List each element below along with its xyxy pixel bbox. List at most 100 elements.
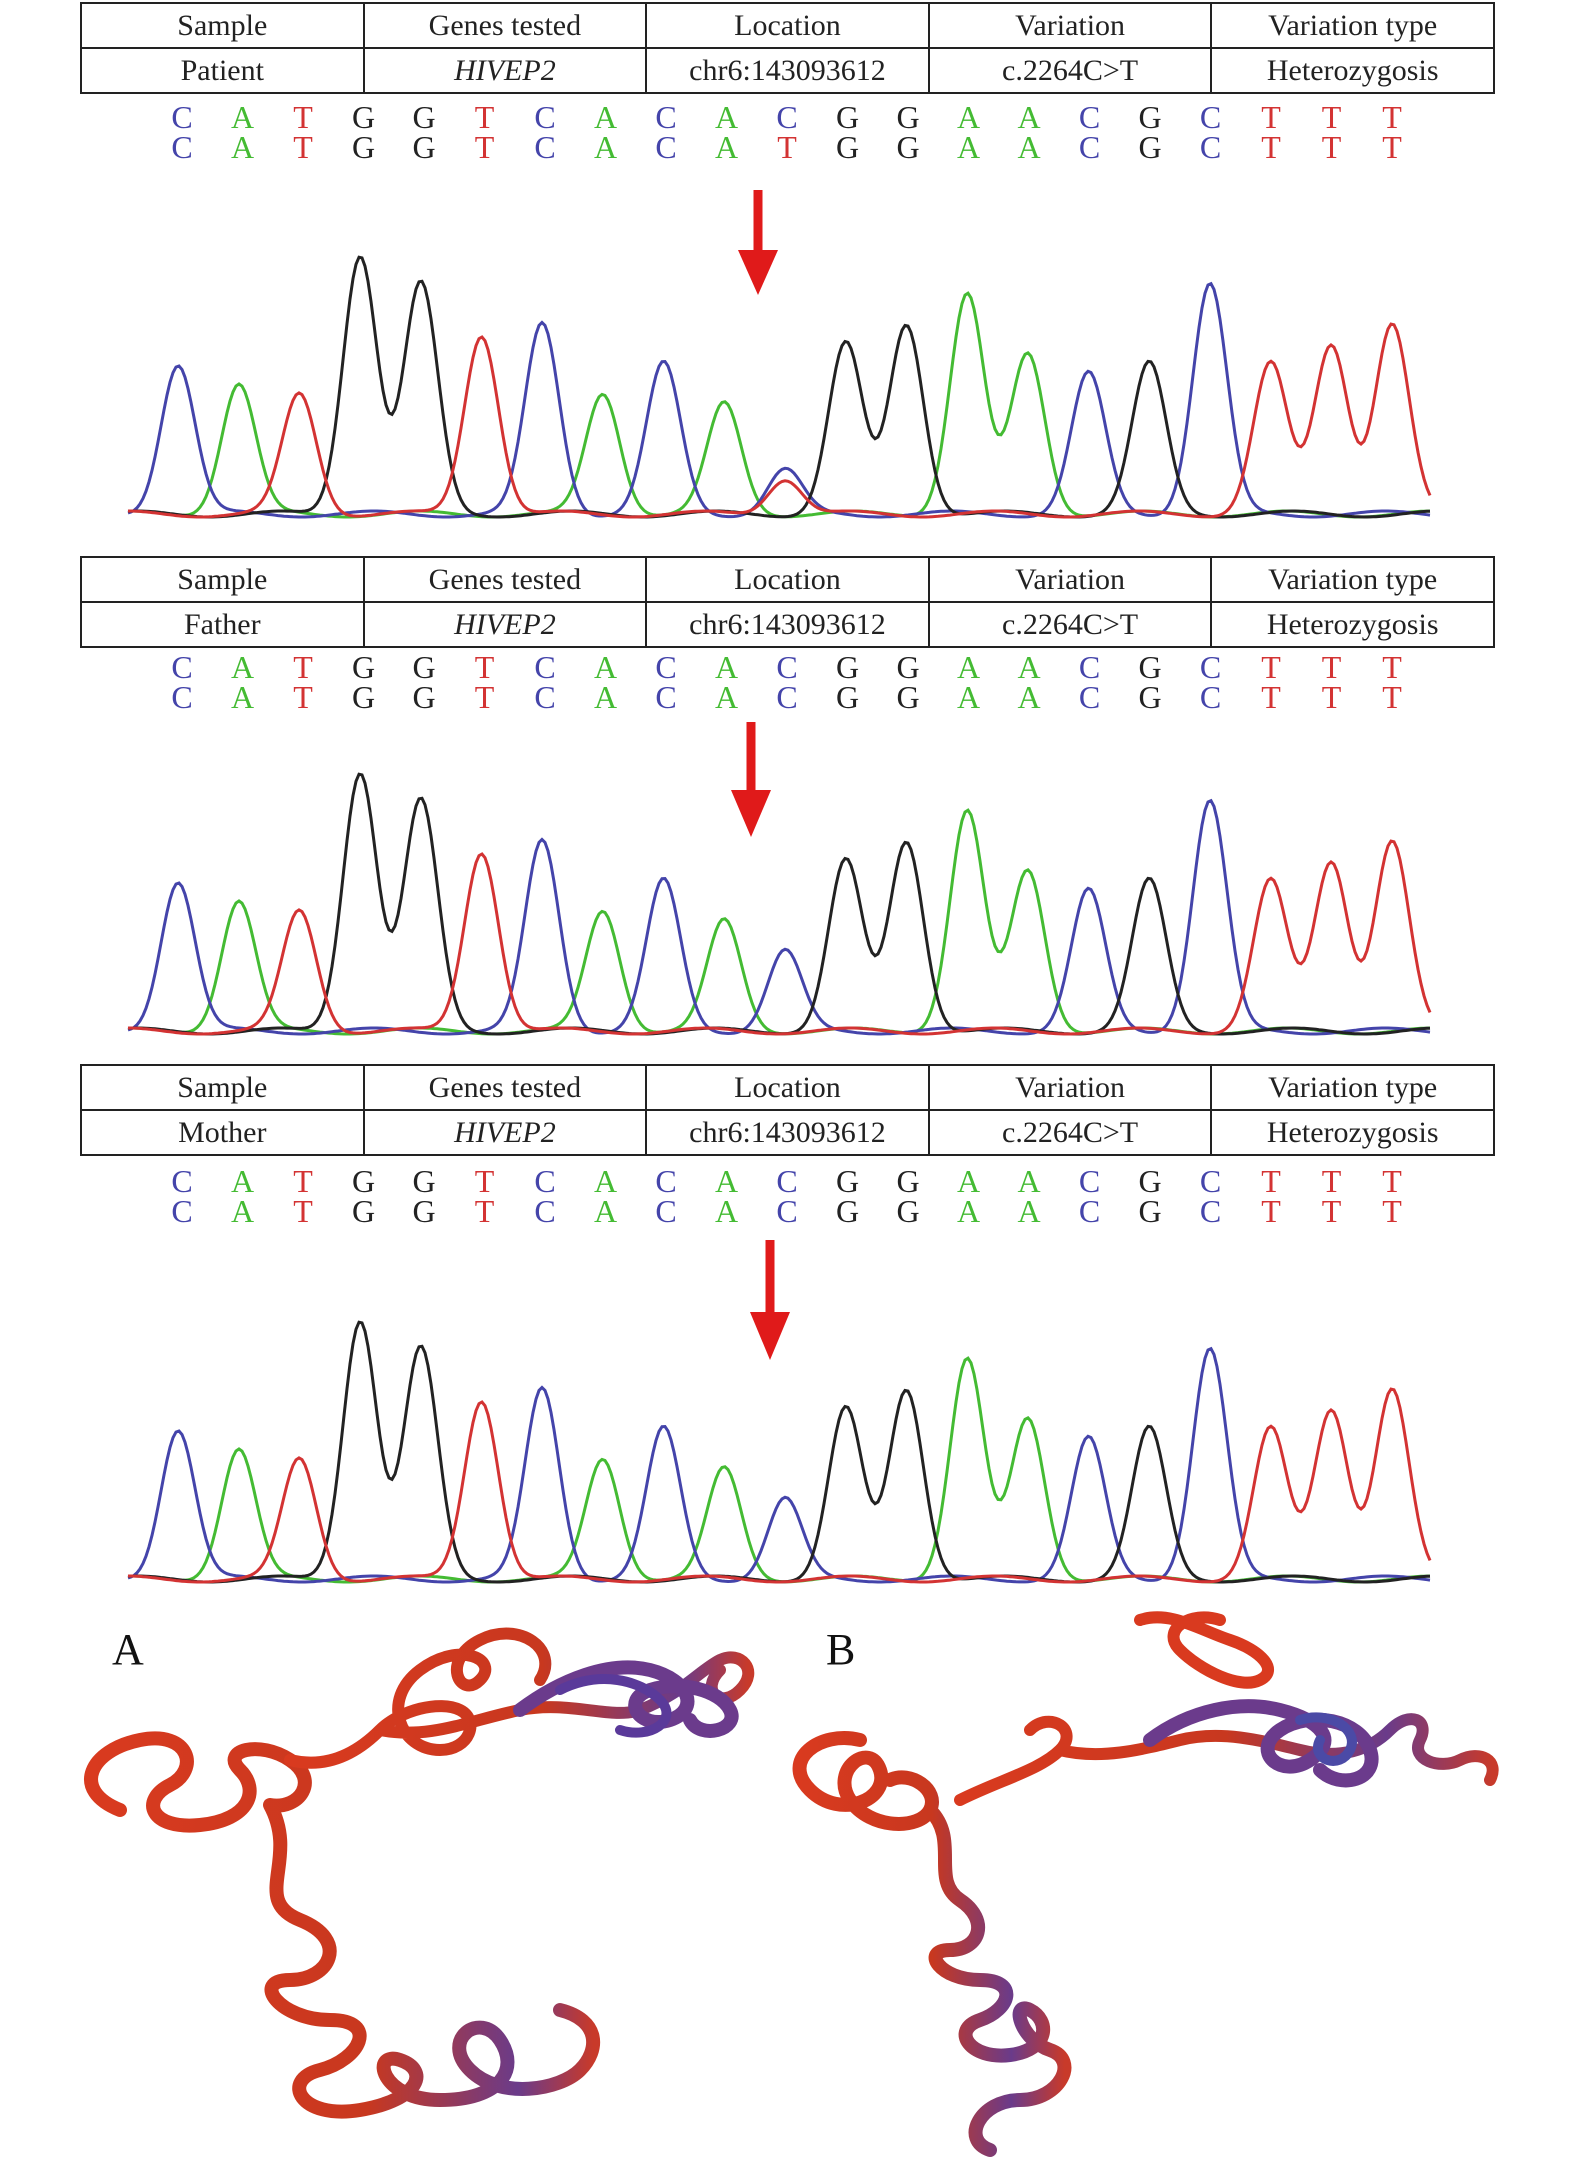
variation-value: c.2264C>T [927,1109,1213,1156]
base-T: T [1322,650,1342,685]
base-T: T [1382,650,1402,685]
base-T: T [1261,679,1281,715]
base-C: C [776,1164,797,1199]
trace-T [128,839,1432,1036]
base-T: T [1382,1164,1402,1199]
base-C: C [776,679,797,715]
base-T: T [1382,100,1402,135]
base-T: T [1382,129,1402,165]
base-C: C [1079,100,1100,135]
header-variation: Variation [927,2,1213,49]
base-T: T [1382,1193,1402,1229]
base-C: C [1200,1193,1221,1229]
base-T: T [1322,679,1342,715]
base-A: A [957,679,980,715]
protein-structures: A B [84,1611,1499,2157]
base-A: A [594,100,617,135]
header-sample: Sample [80,556,365,603]
header-genes-tested: Genes tested [362,2,648,49]
base-G: G [1138,650,1161,685]
base-T: T [293,679,313,715]
base-G: G [352,100,375,135]
base-C: C [655,679,676,715]
base-G: G [896,1164,919,1199]
base-A: A [231,650,254,685]
patient-info-table: Sample Genes tested Location Variation V… [80,2,1495,94]
patient-panel: Sample Genes tested Location Variation V… [0,0,1575,545]
structure-label-b: B [826,1625,855,1674]
base-A: A [715,1193,738,1229]
base-T: T [293,1193,313,1229]
base-A: A [594,1164,617,1199]
base-C: C [171,1193,192,1229]
sample-name: Father [80,601,365,648]
base-A: A [1017,1193,1040,1229]
gene-name: HIVEP2 [362,47,648,94]
base-T: T [475,100,495,135]
base-T: T [1261,1164,1281,1199]
base-A: A [231,100,254,135]
base-G: G [352,1164,375,1199]
base-G: G [1138,679,1161,715]
header-location: Location [645,556,930,603]
trace-G [127,1320,1431,1584]
base-C: C [1200,100,1221,135]
variation-value: c.2264C>T [927,47,1213,94]
base-A: A [594,129,617,165]
base-G: G [896,679,919,715]
trace-A [128,1356,1431,1584]
base-T: T [1322,1193,1342,1229]
base-C: C [776,100,797,135]
gene-name: HIVEP2 [362,1109,648,1156]
base-A: A [231,1164,254,1199]
base-A: A [1017,100,1040,135]
base-G: G [896,129,919,165]
base-C: C [655,1193,676,1229]
base-G: G [836,679,859,715]
base-C: C [655,650,676,685]
base-A: A [1017,679,1040,715]
base-A: A [957,100,980,135]
base-T: T [293,650,313,685]
base-T: T [475,129,495,165]
trace-C [127,1346,1431,1584]
base-A: A [957,1193,980,1229]
header-genes-tested: Genes tested [362,1064,648,1111]
base-T: T [475,1193,495,1229]
base-A: A [715,129,738,165]
location-value: chr6:143093612 [645,601,930,648]
base-A: A [715,650,738,685]
patient-chromatogram [127,255,1432,519]
base-G: G [352,129,375,165]
base-C: C [1079,1193,1100,1229]
base-T: T [293,100,313,135]
base-A: A [957,129,980,165]
base-C: C [1200,129,1221,165]
base-T: T [1382,679,1402,715]
base-G: G [836,100,859,135]
base-A: A [957,1164,980,1199]
base-G: G [896,650,919,685]
base-T: T [1261,650,1281,685]
base-T: T [475,679,495,715]
mother-panel: Sample Genes tested Location Variation V… [80,1064,1495,1584]
base-G: G [1138,100,1161,135]
base-C: C [171,1164,192,1199]
variation-type-value: Heterozygosis [1210,47,1495,94]
base-G: G [412,650,435,685]
base-T: T [475,650,495,685]
base-T: T [1322,100,1342,135]
base-T: T [1322,129,1342,165]
base-G: G [352,1193,375,1229]
header-sample: Sample [80,2,365,49]
base-C: C [534,129,555,165]
base-C: C [1079,650,1100,685]
father-info-table: Sample Genes tested Location Variation V… [80,556,1495,648]
trace-T [128,322,1432,519]
mother-sequence: C A T G G T C A C A C G G A A C G C T T TC A T G G T C A C A C G G A A C G C T… [171,1164,1402,1229]
header-variation: Variation [927,1064,1213,1111]
father-panel: Sample Genes tested Location Variation V… [0,0,1575,1060]
father-sequence: C A T G G T C A C A C G G A A C G C T T TC A T G G T C A C A C G G A A C G C T… [171,650,1402,715]
variation-type-value: Heterozygosis [1210,1109,1495,1156]
base-G: G [896,1193,919,1229]
